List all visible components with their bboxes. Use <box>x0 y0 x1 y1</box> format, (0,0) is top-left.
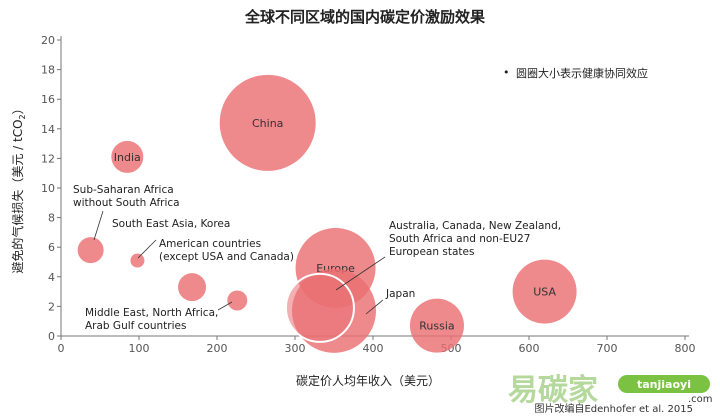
y-tick-label: 4 <box>48 271 55 284</box>
x-tick-label: 200 <box>207 342 228 355</box>
x-axis-label: 碳定价人均年收入（美元） <box>296 373 440 388</box>
annotation-text: American countries (except USA and Canada… <box>159 238 294 263</box>
bubble-label: USA <box>533 286 556 299</box>
annotation-line: (except USA and Canada) <box>159 251 294 263</box>
annotation-line: American countries <box>159 238 261 250</box>
bubble-point <box>178 273 207 302</box>
y-tick-label: 12 <box>41 152 55 165</box>
x-tick-label: 300 <box>285 342 306 355</box>
annotation-line: South Africa and non-EU27 <box>389 233 530 245</box>
annotation-text: Middle East, North Africa, Arab Gulf coun… <box>85 307 218 332</box>
axes: 0100200300400500600700800024681012141618… <box>41 34 696 355</box>
x-tick-label: 700 <box>597 342 618 355</box>
bubble-label: Russia <box>419 320 454 333</box>
annotation-line: South East Asia, Korea <box>112 218 230 230</box>
bubble-point <box>227 290 248 311</box>
annotation-text: Japan <box>385 288 415 300</box>
bubble-point <box>512 259 577 324</box>
bubble-label: China <box>252 117 283 130</box>
annotation-text: South East Asia, Korea <box>112 218 230 230</box>
credit-text: 图片改编自Edenhofer et al. 2015 <box>534 402 693 415</box>
bubble-label: India <box>114 151 141 164</box>
bubble-point <box>284 272 355 343</box>
annotation-line: Sub-Saharan Africa <box>73 184 174 196</box>
chart-title: 全球不同区域的国内碳定价激励效果 <box>244 8 486 26</box>
y-tick-label: 14 <box>41 123 55 136</box>
watermark-badge-text: tanjiaoyi <box>637 378 691 391</box>
x-tick-label: 0 <box>58 342 65 355</box>
annotation-line: Japan <box>385 288 415 300</box>
y-tick-label: 20 <box>41 34 55 47</box>
y-tick-label: 0 <box>48 330 55 343</box>
y-axis-label-close: ） <box>11 102 25 114</box>
x-tick-label: 600 <box>519 342 540 355</box>
annotation-text: Sub-Saharan Africa without South Africa <box>73 184 180 209</box>
legend-bullet: • <box>503 66 510 79</box>
bubble-point <box>219 74 316 171</box>
annotation-text: Australia, Canada, New Zealand, South Afr… <box>389 220 561 258</box>
y-axis-label: 避免的气候损失（美元 / tCO2） <box>10 102 27 273</box>
bubble-point <box>409 298 464 353</box>
y-tick-label: 6 <box>48 241 55 254</box>
annotation-line: Middle East, North Africa, <box>85 307 218 319</box>
y-tick-label: 18 <box>41 64 55 77</box>
y-tick-label: 8 <box>48 212 55 225</box>
annotation-leader-line <box>365 299 384 315</box>
annotation-line: Arab Gulf countries <box>85 320 186 332</box>
y-axis-label-main: 避免的气候损失（美元 / tCO <box>10 119 25 273</box>
bubble-point <box>111 140 144 173</box>
watermark-suffix: .com <box>688 394 713 405</box>
legend-note: 圆圈大小表示健康协同效应 <box>516 66 648 80</box>
x-tick-label: 800 <box>675 342 696 355</box>
x-tick-label: 100 <box>129 342 150 355</box>
y-tick-label: 10 <box>41 182 55 195</box>
annotation-leader-line <box>335 256 386 291</box>
bubble-point <box>130 253 145 268</box>
annotation-leader-line <box>137 239 157 259</box>
y-axis-label-sub: 2 <box>18 114 27 119</box>
annotation-leader-line <box>93 210 104 241</box>
watermark-logo: 易碳家 <box>508 373 598 408</box>
annotation-leader-line <box>217 301 233 311</box>
annotation-line: without South Africa <box>73 197 180 209</box>
annotations: Sub-Saharan Africa without South Africa So… <box>73 184 561 332</box>
annotation-line: European states <box>389 246 474 258</box>
annotation-line: Australia, Canada, New Zealand, <box>389 220 561 232</box>
x-tick-label: 400 <box>363 342 384 355</box>
watermark-badge <box>618 375 710 393</box>
bubble-point <box>77 237 104 264</box>
y-tick-label: 16 <box>41 93 55 106</box>
y-tick-label: 2 <box>48 300 55 313</box>
